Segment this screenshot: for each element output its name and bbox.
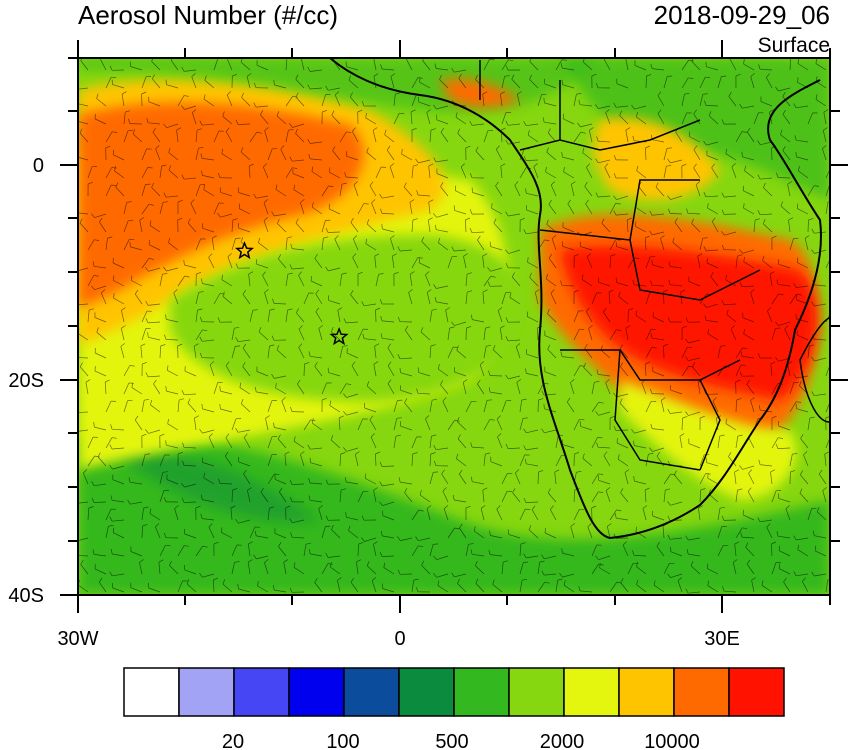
lat-label-0: 0: [33, 155, 44, 177]
colorbar-swatch: [343, 667, 400, 717]
axis-ticks: [60, 40, 848, 613]
lat-label-40s: 40S: [8, 585, 44, 607]
colorbar-label-100: 100: [326, 731, 359, 750]
colorbar-swatch: [233, 667, 290, 717]
colorbar-swatch: [398, 667, 455, 717]
star-icon: [329, 326, 349, 346]
lon-label-0: 0: [394, 628, 405, 650]
lon-label-30w: 30W: [57, 628, 98, 650]
colorbar-swatch: [123, 667, 180, 717]
level-label: Surface: [757, 34, 830, 57]
colorbar-swatch: [673, 667, 730, 717]
colorbar-label-20: 20: [222, 731, 244, 750]
colorbar-label-2000: 2000: [540, 731, 585, 750]
colorbar-swatch: [453, 667, 510, 717]
colorbar-swatch: [563, 667, 620, 717]
colorbar-swatch: [618, 667, 675, 717]
aerosol-field: [78, 58, 830, 595]
colorbar-swatch: [508, 667, 565, 717]
country-borders: [479, 60, 761, 471]
star-icon: [234, 240, 255, 260]
wind-barbs: [78, 58, 830, 594]
lon-label-30e: 30E: [704, 628, 740, 650]
map-title: Aerosol Number (#/cc): [78, 0, 339, 30]
colorbar-swatch: [728, 667, 785, 717]
colorbar-label-500: 500: [435, 731, 468, 750]
madagascar-outline: [799, 316, 830, 423]
africa-coastline: [329, 58, 822, 540]
markers-layer: [234, 240, 349, 346]
timestamp: 2018-09-29_06: [653, 0, 830, 30]
colorbar-swatch: [288, 667, 345, 717]
lat-label-20s: 20S: [8, 370, 44, 392]
colorbar-swatch: [178, 667, 235, 717]
colorbar: [123, 667, 785, 717]
colorbar-label-10000: 10000: [644, 731, 700, 750]
